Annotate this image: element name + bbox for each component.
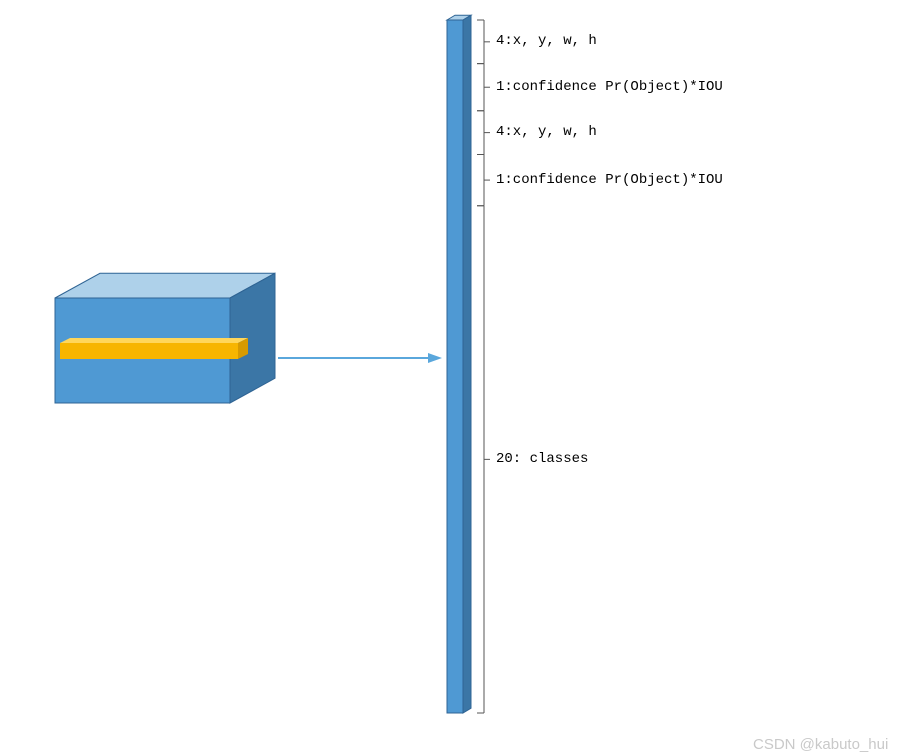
watermark: CSDN @kabuto_hui (753, 736, 888, 753)
segment-label: 4:x, y, w, h (496, 124, 597, 140)
diagram-canvas: 4:x, y, w, h 1:confidence Pr(Object)*IOU 4… (0, 0, 916, 754)
segment-label: 1:confidence Pr(Object)*IOU (496, 79, 723, 95)
segment-label: 20: classes (496, 451, 588, 467)
segment-label: 4:x, y, w, h (496, 33, 597, 49)
feature-cube (0, 0, 916, 754)
segment-label: 1:confidence Pr(Object)*IOU (496, 172, 723, 188)
